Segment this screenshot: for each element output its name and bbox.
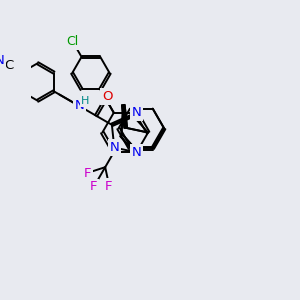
Text: H: H (81, 96, 90, 106)
Text: N: N (132, 146, 142, 159)
Text: Cl: Cl (67, 35, 79, 48)
Text: O: O (102, 90, 112, 103)
Text: N: N (0, 54, 4, 67)
Text: N: N (74, 100, 84, 112)
Text: F: F (104, 179, 112, 193)
Text: F: F (90, 181, 98, 194)
Text: C: C (4, 59, 14, 72)
Text: N: N (132, 106, 142, 119)
Text: F: F (84, 167, 91, 180)
Text: N: N (110, 141, 119, 154)
